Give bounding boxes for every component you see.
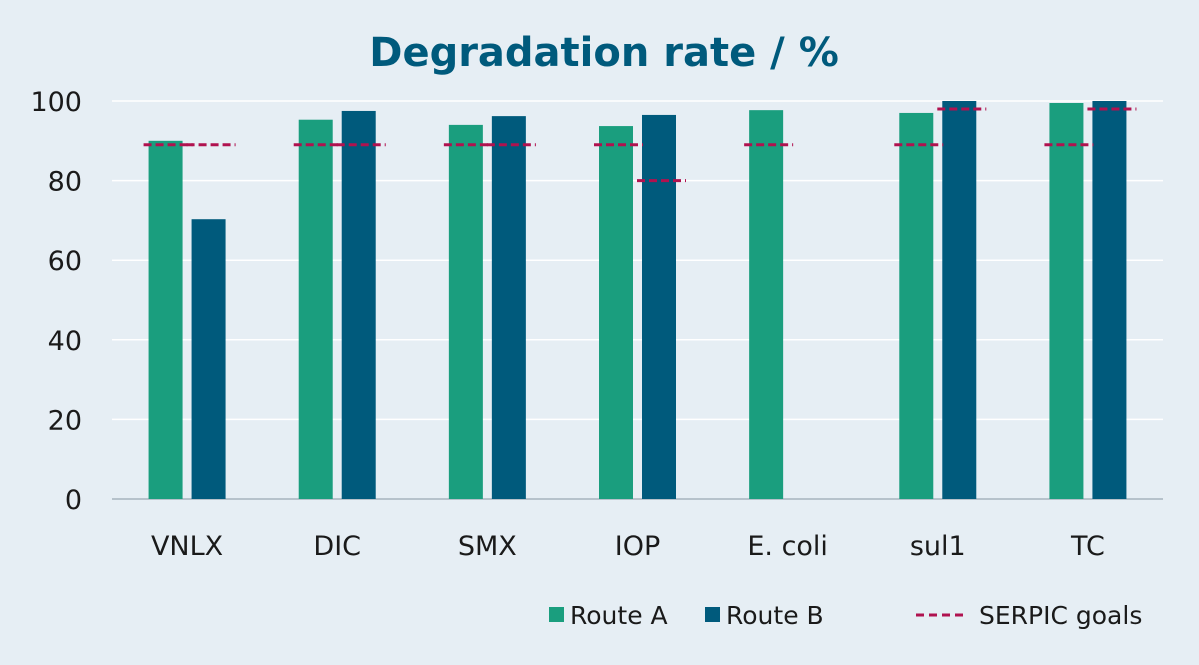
y-tick-label: 100 [30,87,82,118]
x-category-label: VNLX [151,531,223,562]
y-tick-label: 60 [48,246,82,277]
y-tick-label: 20 [48,405,82,436]
legend-label-goals: SERPIC goals [979,601,1142,630]
bar-route-a-tc [1049,102,1084,500]
bar-route-b-tc [1092,101,1127,499]
y-tick-label: 40 [48,326,82,357]
y-axis-ticks: 0 20 40 60 80 100 [30,87,82,516]
chart-title: Degradation rate / % [369,30,839,76]
x-category-label: sul1 [910,531,966,562]
bar-route-a-iop [599,126,633,499]
bar-route-b-iop [642,114,676,500]
bar-route-b-smx [491,116,526,500]
bar-route-a-smx [448,124,483,499]
goal-lines [143,107,1137,183]
gridlines [112,100,1163,500]
x-category-label: DIC [313,531,361,562]
x-category-label: TC [1070,531,1105,562]
bar-route-a-ecoli [749,110,784,500]
bar-route-b-sul1 [942,101,977,499]
x-category-label: E. coli [747,531,828,562]
legend-label-route-b: Route B [726,601,824,630]
x-category-label: IOP [615,531,661,562]
bar-route-a-sul1 [899,112,934,499]
x-category-label: SMX [458,531,517,562]
bar-route-b-dic [341,110,376,499]
legend-label-route-a: Route A [570,601,668,630]
y-tick-label: 0 [65,485,82,516]
legend-swatch-route-a [549,607,564,622]
x-axis-labels: VNLX DIC SMX IOP E. coli sul1 TC [151,531,1105,562]
bar-route-a-vnlx [148,140,183,500]
legend-swatch-route-b [705,607,720,622]
legend: Route A Route B SERPIC goals [549,601,1142,630]
bars [148,101,1127,500]
bar-route-b-vnlx [191,219,226,499]
bar-route-a-dic [298,119,333,500]
y-tick-label: 80 [48,167,82,198]
